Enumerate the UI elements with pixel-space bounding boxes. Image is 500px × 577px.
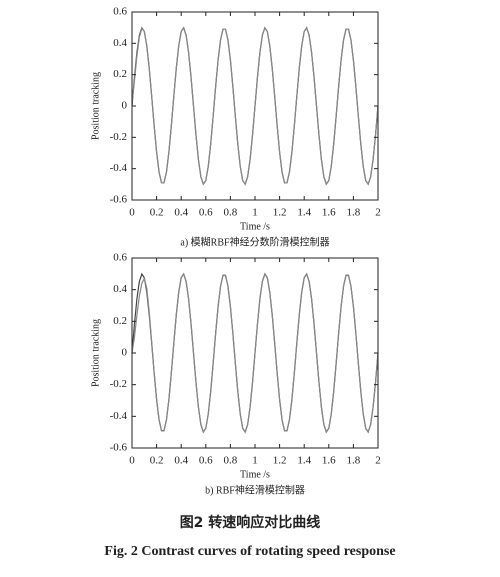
y-tick-label: 0.4 [113,283,127,295]
figure-caption: 图2 转速响应对比曲线 [180,514,321,531]
x-tick-label: 0 [129,455,135,467]
x-tick-label: 0 [129,207,135,219]
figure-caption-en: Fig. 2 Contrast curves of rotating speed… [104,544,395,559]
series-line [131,272,379,434]
x-tick-label: 1.8 [347,455,361,467]
x-tick-label: 1.2 [273,207,287,219]
x-tick-label: 0.4 [174,207,188,219]
x-tick-label: 1 [252,207,258,219]
y-tick-label: 0 [122,347,128,359]
x-tick-label: 0.6 [199,455,213,467]
x-tick-label: 1.8 [347,207,361,219]
x-tick-label: 0.8 [224,455,238,467]
x-tick-label: 2 [375,455,381,467]
y-tick-label: 0.2 [113,315,127,327]
x-tick-label: 0.8 [224,207,238,219]
y-tick-label: 0.2 [113,68,127,80]
y-axis-label: Position tracking [90,72,101,140]
x-tick-label: 1 [252,455,258,467]
x-tick-label: 1.2 [273,455,287,467]
series-line [131,26,379,186]
x-axis-label: Time /s [240,469,270,480]
y-tick-label: -0.4 [110,410,128,422]
x-tick-label: 0.6 [199,207,213,219]
x-tick-label: 0.2 [150,455,164,467]
chart-title: a) 模糊RBF神经分数阶滑模控制器 [180,235,329,248]
x-tick-label: 1.4 [297,455,311,467]
chart-title: b) RBF神经滑模控制器 [205,483,305,496]
x-tick-label: 1.6 [322,455,336,467]
y-tick-label: -0.6 [110,194,128,206]
y-axis-label: Position tracking [90,319,101,387]
y-tick-label: -0.6 [110,442,128,454]
x-tick-label: 2 [375,207,381,219]
y-tick-label: -0.2 [110,378,127,390]
x-tick-label: 1.4 [297,207,311,219]
x-tick-label: 0.2 [150,207,164,219]
x-axis-label: Time /s [240,221,270,232]
y-tick-label: -0.2 [110,131,127,143]
y-tick-label: 0 [122,100,128,112]
x-tick-label: 0.4 [174,455,188,467]
y-tick-label: 0.6 [113,6,127,18]
y-tick-label: 0.6 [113,252,127,264]
y-tick-label: -0.4 [110,162,128,174]
y-tick-label: 0.4 [113,37,127,49]
x-tick-label: 1.6 [322,207,336,219]
